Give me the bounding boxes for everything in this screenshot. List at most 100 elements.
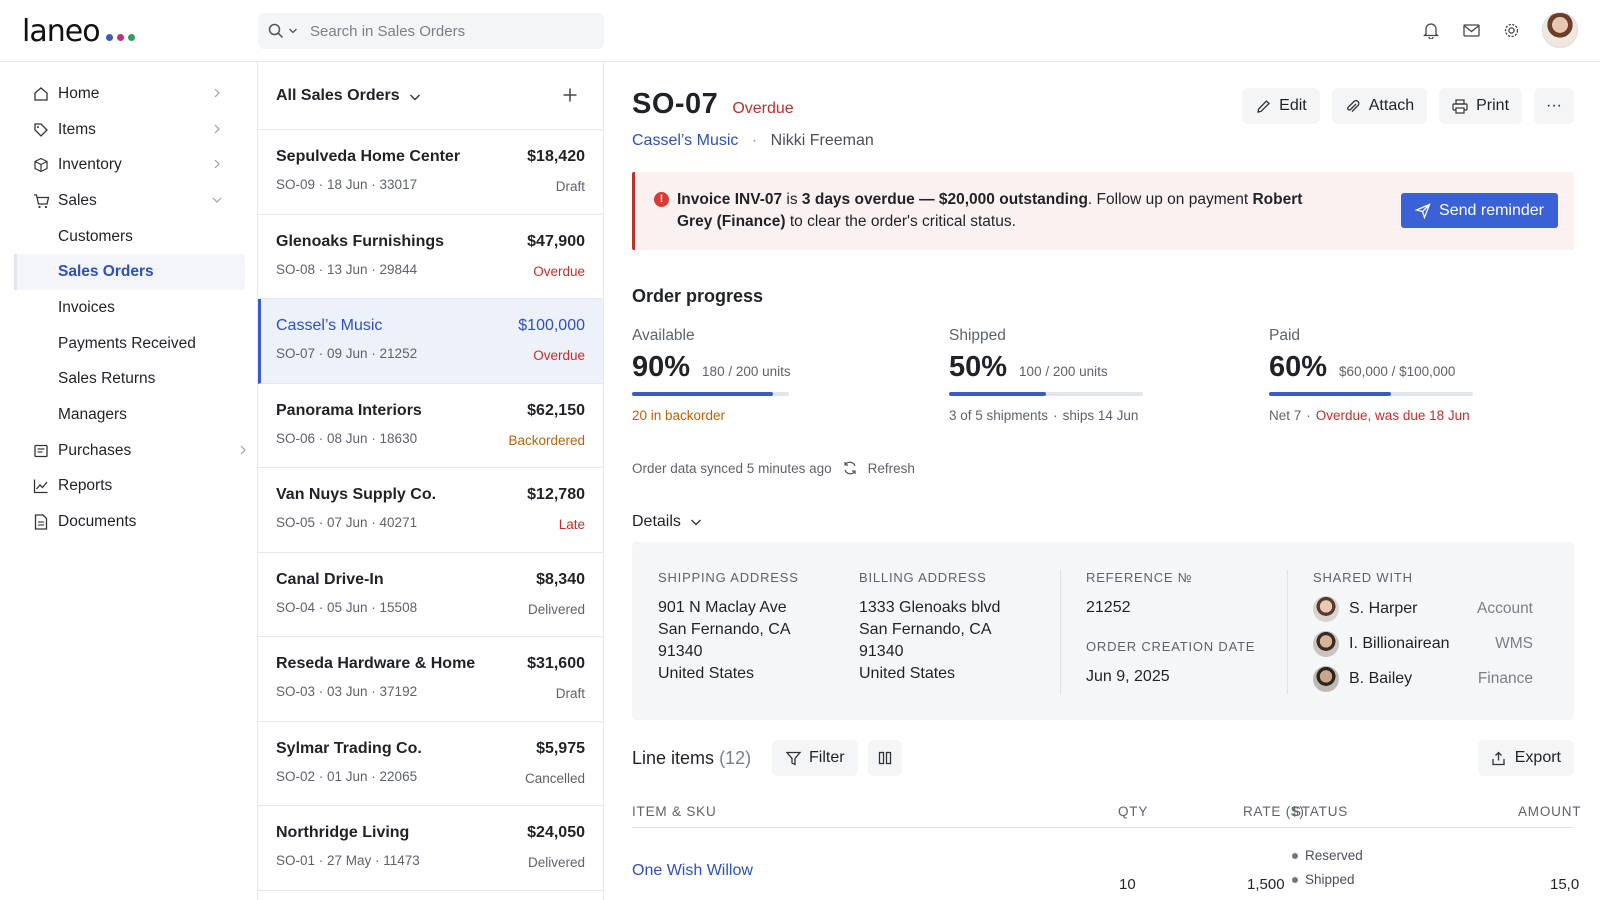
- sidebar-item-label: Sales Returns: [58, 370, 156, 388]
- order-customer: Sepulveda Home Center: [276, 148, 461, 165]
- status-dot: [1292, 876, 1298, 883]
- column-header-rate[interactable]: RATE ($): [1243, 804, 1305, 819]
- address-line: 91340: [859, 643, 904, 660]
- column-header-qty[interactable]: QTY: [1118, 804, 1149, 819]
- sidebar-item-sales-returns[interactable]: Sales Returns: [0, 362, 257, 398]
- user-avatar[interactable]: [1542, 12, 1578, 48]
- chevron-right-icon: [214, 124, 220, 134]
- order-amount: $5,975: [536, 739, 585, 757]
- column-header-status[interactable]: STATUS: [1292, 804, 1349, 819]
- progress-percent: 60%: [1269, 351, 1328, 383]
- sidebar-item-sales-orders[interactable]: Sales Orders: [14, 254, 245, 291]
- shared-user[interactable]: S. Harper Account: [1313, 591, 1533, 626]
- mail-icon[interactable]: [1462, 21, 1480, 39]
- shared-user-name: S. Harper: [1349, 599, 1418, 617]
- address-line: 91340: [658, 643, 703, 660]
- edit-button[interactable]: Edit: [1242, 88, 1320, 124]
- more-actions-button[interactable]: ···: [1534, 88, 1574, 124]
- order-list-item[interactable]: Reseda Hardware & Home $31,600 SO-03 · 0…: [258, 637, 603, 722]
- order-list-item[interactable]: Sylmar Trading Co. $5,975 SO-02 · 01 Jun…: [258, 722, 603, 806]
- box-icon: [32, 156, 50, 174]
- print-button[interactable]: Print: [1439, 88, 1523, 124]
- line-items-header: Line items (12) Filter Export: [632, 740, 1574, 776]
- sidebar-item-documents[interactable]: Documents: [0, 504, 257, 540]
- columns-button[interactable]: [868, 740, 902, 776]
- alert-overdue: 3 days overdue — $20,000 outstanding: [801, 191, 1088, 208]
- column-header-amount[interactable]: AMOUNT: [1518, 804, 1582, 819]
- gear-icon[interactable]: [1502, 21, 1520, 39]
- order-list-item[interactable]: Panorama Interiors $62,150 SO-06 · 08 Ju…: [258, 384, 603, 468]
- shared-user[interactable]: B. Bailey Finance: [1313, 661, 1533, 696]
- sidebar-item-customers[interactable]: Customers: [0, 219, 257, 255]
- add-order-button[interactable]: [559, 84, 581, 106]
- sidebar-item-managers[interactable]: Managers: [0, 397, 257, 433]
- sidebar-item-payments-received[interactable]: Payments Received: [0, 326, 257, 362]
- plus-icon: [563, 88, 577, 102]
- refresh-icon[interactable]: [842, 460, 858, 476]
- progress-units: $60,000 / $100,000: [1339, 364, 1456, 379]
- progress-label: Available: [632, 327, 695, 344]
- sidebar-item-items[interactable]: Items: [0, 112, 257, 148]
- bell-icon[interactable]: [1422, 21, 1440, 39]
- order-list-item[interactable]: Van Nuys Supply Co. $12,780 SO-05 · 07 J…: [258, 468, 603, 553]
- order-list-item[interactable]: Sepulveda Home Center $18,420 SO-09 · 18…: [258, 130, 603, 215]
- line-item-name[interactable]: One Wish Willow: [632, 862, 753, 879]
- order-amount: $100,000: [518, 317, 585, 334]
- table-header-divider: [632, 827, 1574, 828]
- sidebar-item-purchases[interactable]: Purchases: [0, 433, 257, 469]
- refresh-button[interactable]: Refresh: [867, 460, 915, 476]
- order-customer: Sylmar Trading Co.: [276, 739, 422, 757]
- progress-value: 60% $60,000 / $100,000: [1269, 351, 1569, 384]
- more-icon: ···: [1546, 97, 1562, 114]
- export-button[interactable]: Export: [1477, 740, 1574, 776]
- app-logo[interactable]: laneo: [22, 14, 135, 49]
- progress-note-error: Overdue, was due 18 Jun: [1315, 408, 1470, 423]
- avatar: [1313, 665, 1339, 692]
- chevron-down-icon[interactable]: [288, 26, 298, 36]
- attach-button[interactable]: Attach: [1331, 88, 1428, 124]
- order-list-item[interactable]: Canal Drive-In $8,340 SO-04 · 05 Jun · 1…: [258, 553, 603, 637]
- order-list-item[interactable]: Glenoaks Furnishings $47,900 SO-08 · 13 …: [258, 215, 603, 299]
- sidebar-item-invoices[interactable]: Invoices: [0, 290, 257, 326]
- reference-value: 21252: [1086, 599, 1131, 616]
- order-status: Draft: [555, 179, 585, 194]
- order-amount: $47,900: [527, 232, 585, 250]
- sidebar-item-home[interactable]: Home: [0, 76, 257, 112]
- alert-icon: !: [654, 192, 669, 207]
- line-item-status: Shipped: [1292, 872, 1355, 887]
- order-meta: SO-05 · 07 Jun · 40271: [276, 515, 418, 530]
- sidebar-item-sales[interactable]: Sales: [0, 183, 257, 219]
- order-amount: $31,600: [527, 655, 585, 672]
- customer-link[interactable]: Cassel’s Music: [632, 132, 739, 149]
- send-reminder-button[interactable]: Send reminder: [1401, 193, 1558, 228]
- logo-dot: [105, 34, 113, 41]
- orders-filter-title[interactable]: All Sales Orders: [276, 86, 400, 104]
- billing-value: 1333 Glenoaks blvd San Fernando, CA 9134…: [859, 597, 1000, 685]
- chevron-right-icon: [240, 445, 246, 455]
- order-list-item-selected[interactable]: Cassel’s Music $100,000 SO-07 · 09 Jun ·…: [258, 299, 603, 384]
- sync-status: Order data synced 5 minutes ago Refresh: [632, 460, 915, 476]
- reference-label: REFERENCE №: [1086, 570, 1193, 585]
- order-status: Delivered: [527, 855, 585, 870]
- address-line: San Fernando, CA: [658, 621, 791, 638]
- progress-value: 50% 100 / 200 units: [949, 351, 1249, 384]
- search-bar[interactable]: [258, 13, 604, 49]
- sidebar-item-label: Items: [58, 120, 96, 138]
- details-toggle[interactable]: Details: [632, 513, 703, 531]
- search-input[interactable]: [310, 22, 590, 40]
- filter-button[interactable]: Filter: [772, 740, 858, 776]
- progress-note: 20 in backorder: [632, 408, 932, 423]
- tag-icon: [32, 121, 50, 139]
- progress-available: Available 90% 180 / 200 units 20 in back…: [632, 327, 932, 423]
- search-icon[interactable]: [268, 23, 284, 39]
- order-list-item[interactable]: Northridge Living $24,050 SO-01 · 27 May…: [258, 806, 603, 891]
- column-header-item[interactable]: ITEM & SKU: [632, 804, 717, 819]
- avatar: [1313, 595, 1339, 622]
- sidebar-item-inventory[interactable]: Inventory: [0, 147, 257, 183]
- shared-user[interactable]: I. Billionairean WMS: [1313, 626, 1533, 661]
- logo-dots: [105, 34, 135, 41]
- chevron-down-icon[interactable]: [408, 90, 422, 104]
- sidebar-item-reports[interactable]: Reports: [0, 469, 257, 505]
- progress-note-text: 3 of 5 shipments: [949, 408, 1049, 423]
- filter-icon: [785, 750, 801, 766]
